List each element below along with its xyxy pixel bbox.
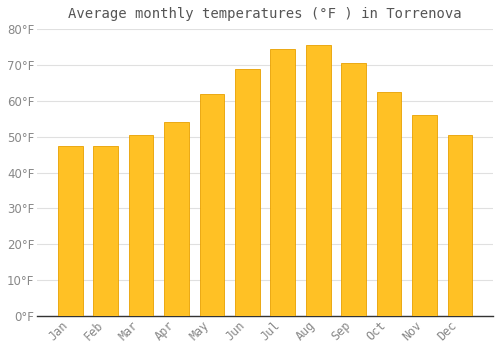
- Bar: [376, 92, 402, 316]
- Bar: [448, 135, 472, 316]
- Bar: [128, 135, 154, 316]
- Bar: [270, 49, 295, 316]
- Bar: [200, 93, 224, 316]
- Bar: [306, 45, 330, 316]
- Title: Average monthly temperatures (°F ) in Torrenova: Average monthly temperatures (°F ) in To…: [68, 7, 462, 21]
- Bar: [58, 146, 82, 316]
- Bar: [94, 146, 118, 316]
- Bar: [235, 69, 260, 316]
- Bar: [341, 63, 366, 316]
- Bar: [412, 115, 437, 316]
- Bar: [164, 122, 189, 316]
